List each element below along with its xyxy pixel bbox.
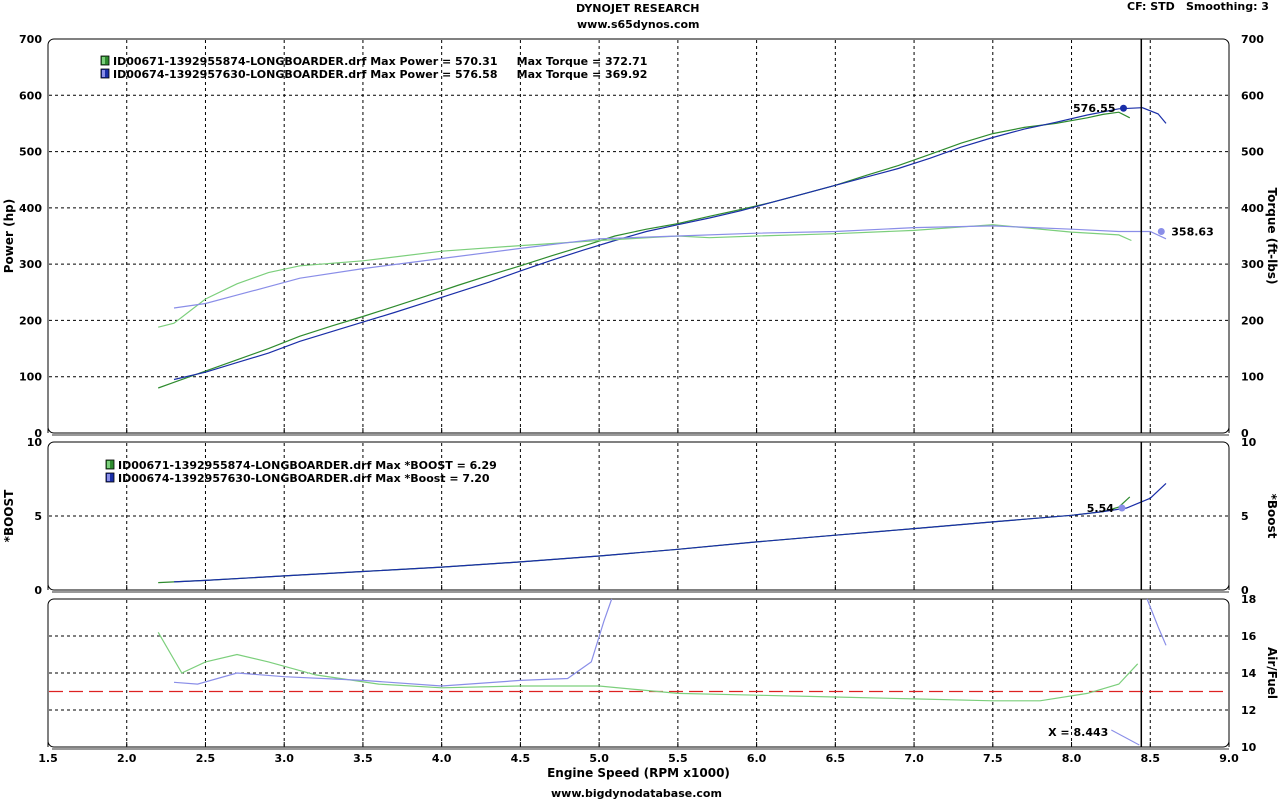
x-tick-label: 8.5 bbox=[1141, 752, 1161, 765]
x-axis-title: Engine Speed (RPM x1000) bbox=[547, 766, 730, 780]
annotation-label: 5.54 bbox=[1087, 502, 1114, 515]
y2-tick-label: 0 bbox=[1241, 584, 1249, 597]
x-tick-label: 3.5 bbox=[353, 752, 373, 765]
y2-axis-title: Air/Fuel bbox=[1265, 647, 1279, 699]
smoothing-setting: Smoothing: 3 bbox=[1186, 0, 1269, 13]
cursor-readout: X = 8.443 bbox=[1048, 726, 1108, 739]
series-power-run2 bbox=[173, 107, 1167, 381]
y-tick-label: 0 bbox=[34, 427, 42, 440]
annotation-label: 576.55 bbox=[1073, 102, 1115, 115]
y-tick-label: 600 bbox=[19, 89, 42, 102]
y2-axis-title: Torque (ft-lbs) bbox=[1265, 188, 1279, 285]
annotation-marker bbox=[1119, 104, 1127, 112]
y-axis-title: *BOOST bbox=[2, 489, 16, 542]
footer-url: www.bigdynodatabase.com bbox=[551, 787, 722, 800]
annotation-label: 358.63 bbox=[1171, 225, 1213, 238]
series-afr-run1 bbox=[157, 631, 1139, 702]
y2-tick-label: 200 bbox=[1241, 314, 1264, 327]
legend-swatch-highlight bbox=[102, 70, 105, 77]
cursor-readout-leader bbox=[1111, 729, 1140, 746]
y-tick-label: 10 bbox=[27, 436, 43, 449]
y2-tick-label: 18 bbox=[1241, 593, 1256, 606]
y-tick-label: 300 bbox=[19, 258, 42, 271]
x-tick-label: 4.5 bbox=[511, 752, 531, 765]
series-torque-run1 bbox=[158, 224, 1132, 328]
y2-tick-label: 12 bbox=[1241, 704, 1256, 717]
y2-axis-title: *Boost bbox=[1265, 494, 1279, 539]
x-tick-label: 5.5 bbox=[668, 752, 688, 765]
legend-entry: ID00671-1392955874-LONGBOARDER.drf Max P… bbox=[113, 55, 647, 68]
annotation-marker bbox=[1157, 227, 1165, 235]
chart-subtitle: www.s65dynos.com bbox=[577, 18, 700, 31]
y-tick-label: 5 bbox=[34, 510, 42, 523]
y2-tick-label: 700 bbox=[1241, 33, 1264, 46]
y-tick-label: 700 bbox=[19, 33, 42, 46]
y2-tick-label: 400 bbox=[1241, 202, 1264, 215]
y2-tick-label: 600 bbox=[1241, 89, 1264, 102]
chart-title: DYNOJET RESEARCH bbox=[576, 2, 700, 15]
y-tick-label: 100 bbox=[19, 371, 42, 384]
y2-tick-label: 16 bbox=[1241, 630, 1257, 643]
legend-swatch-highlight bbox=[102, 57, 105, 64]
panel-frame-power-torque bbox=[47, 38, 1230, 434]
x-tick-label: 8.0 bbox=[1062, 752, 1082, 765]
series-power-run1 bbox=[157, 111, 1131, 389]
y2-tick-label: 14 bbox=[1241, 667, 1257, 680]
x-tick-label: 3.0 bbox=[274, 752, 294, 765]
legend-swatch-highlight bbox=[107, 474, 110, 481]
y2-tick-label: 0 bbox=[1241, 427, 1249, 440]
x-tick-label: 2.5 bbox=[196, 752, 216, 765]
annotation-marker bbox=[1118, 504, 1126, 512]
y2-tick-label: 500 bbox=[1241, 146, 1264, 159]
series-afr-run2 bbox=[173, 598, 613, 687]
x-tick-label: 1.5 bbox=[38, 752, 58, 765]
x-tick-label: 4.0 bbox=[432, 752, 452, 765]
x-tick-label: 7.0 bbox=[904, 752, 924, 765]
y2-tick-label: 10 bbox=[1241, 436, 1257, 449]
x-tick-label: 5.0 bbox=[589, 752, 609, 765]
y2-tick-label: 100 bbox=[1241, 371, 1264, 384]
legend-entry: ID00671-1392955874-LONGBOARDER.drf Max *… bbox=[118, 459, 497, 472]
x-tick-label: 7.5 bbox=[983, 752, 1003, 765]
series-torque-run2 bbox=[173, 225, 1167, 309]
series-afr-run2-end bbox=[1146, 598, 1167, 646]
y2-tick-label: 10 bbox=[1241, 741, 1257, 754]
legend-entry: ID00674-1392957630-LONGBOARDER.drf Max P… bbox=[113, 68, 647, 81]
x-tick-label: 6.0 bbox=[747, 752, 767, 765]
y-axis-title: Power (hp) bbox=[2, 199, 16, 273]
x-tick-label: 6.5 bbox=[826, 752, 846, 765]
series-boost-run2 bbox=[173, 482, 1167, 583]
y2-tick-label: 300 bbox=[1241, 258, 1264, 271]
x-tick-label: 2.0 bbox=[117, 752, 137, 765]
cf-setting: CF: STD bbox=[1127, 0, 1175, 13]
y2-tick-label: 5 bbox=[1241, 510, 1249, 523]
y-tick-label: 400 bbox=[19, 202, 42, 215]
y-tick-label: 200 bbox=[19, 314, 42, 327]
y-tick-label: 500 bbox=[19, 146, 42, 159]
x-tick-label: 9.0 bbox=[1219, 752, 1239, 765]
legend-entry: ID00674-1392957630-LONGBOARDER.drf Max *… bbox=[118, 472, 490, 485]
legend-swatch-highlight bbox=[107, 461, 110, 468]
y-tick-label: 0 bbox=[34, 584, 42, 597]
